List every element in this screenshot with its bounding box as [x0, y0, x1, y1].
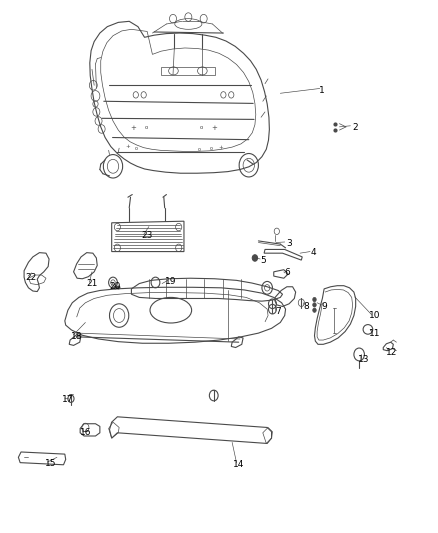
Circle shape [252, 255, 258, 261]
Text: 19: 19 [165, 277, 177, 286]
Text: .: . [148, 146, 151, 155]
Text: 8: 8 [304, 302, 310, 311]
Text: 21: 21 [86, 279, 98, 288]
Text: 4: 4 [311, 248, 316, 256]
Circle shape [313, 297, 316, 302]
Circle shape [313, 308, 316, 312]
Text: 22: 22 [25, 273, 36, 281]
Text: +: + [126, 144, 130, 149]
Text: 9: 9 [321, 302, 327, 311]
Text: 16: 16 [80, 429, 91, 437]
Text: 6: 6 [284, 269, 290, 277]
Text: +: + [219, 144, 223, 150]
Text: 12: 12 [386, 349, 398, 357]
Text: 20: 20 [109, 282, 120, 291]
Text: 13: 13 [358, 356, 369, 364]
Text: 15: 15 [45, 459, 56, 468]
Text: o: o [198, 147, 201, 152]
Text: 10: 10 [369, 311, 380, 320]
Text: 3: 3 [286, 239, 292, 248]
Text: 14: 14 [233, 461, 244, 469]
Text: o: o [200, 125, 203, 131]
Text: 23: 23 [141, 231, 152, 240]
Text: o: o [210, 146, 212, 151]
Text: 18: 18 [71, 333, 82, 341]
Text: 1: 1 [319, 86, 325, 95]
Text: o: o [134, 146, 137, 151]
Text: +: + [131, 125, 137, 131]
Text: 17: 17 [62, 395, 74, 404]
Text: o: o [145, 125, 148, 131]
Text: 2: 2 [352, 124, 357, 132]
Circle shape [313, 303, 316, 307]
Text: 11: 11 [369, 329, 380, 337]
Text: 5: 5 [260, 256, 266, 264]
Text: 7: 7 [275, 308, 281, 316]
Text: +: + [212, 125, 218, 131]
